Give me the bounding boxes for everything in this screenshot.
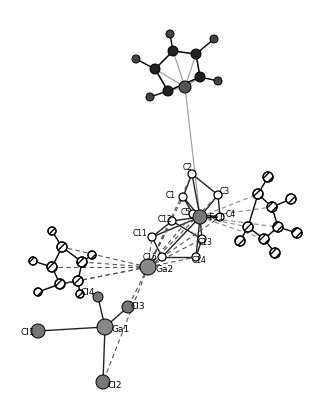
Text: C4: C4 <box>226 210 236 219</box>
Circle shape <box>146 94 154 102</box>
Circle shape <box>216 214 224 221</box>
Circle shape <box>168 47 178 57</box>
Circle shape <box>166 31 174 39</box>
Text: C14: C14 <box>192 256 207 265</box>
Circle shape <box>214 192 222 199</box>
Circle shape <box>148 233 156 242</box>
Circle shape <box>132 56 140 64</box>
Circle shape <box>77 257 87 267</box>
Circle shape <box>273 223 283 233</box>
Circle shape <box>192 254 200 261</box>
Circle shape <box>188 171 196 178</box>
Circle shape <box>259 235 269 244</box>
Circle shape <box>214 78 222 86</box>
Circle shape <box>34 288 42 296</box>
Circle shape <box>210 36 218 44</box>
Circle shape <box>292 228 302 238</box>
Circle shape <box>235 236 245 247</box>
Text: Fe1: Fe1 <box>208 213 224 222</box>
Text: Cl1: Cl1 <box>20 328 35 337</box>
Circle shape <box>253 190 263 199</box>
Text: Cl2: Cl2 <box>108 380 123 389</box>
Circle shape <box>31 324 45 338</box>
Circle shape <box>88 252 96 259</box>
Circle shape <box>286 195 296 204</box>
Text: C3: C3 <box>220 187 230 196</box>
Text: C2: C2 <box>183 163 193 172</box>
Circle shape <box>191 50 201 60</box>
Circle shape <box>57 242 67 252</box>
Circle shape <box>150 65 160 75</box>
Circle shape <box>179 82 191 94</box>
Text: C5: C5 <box>181 208 191 217</box>
Circle shape <box>168 218 176 225</box>
Text: C13: C13 <box>198 238 213 247</box>
Text: Cl4: Cl4 <box>80 288 95 297</box>
Circle shape <box>195 73 205 83</box>
Circle shape <box>96 375 110 389</box>
Circle shape <box>158 254 166 261</box>
Text: C15: C15 <box>143 253 158 262</box>
Circle shape <box>163 87 173 97</box>
Circle shape <box>270 248 280 259</box>
Circle shape <box>193 211 207 224</box>
Circle shape <box>93 292 103 302</box>
Circle shape <box>263 173 273 183</box>
Circle shape <box>179 194 187 202</box>
Circle shape <box>48 228 56 235</box>
Circle shape <box>55 279 65 289</box>
Text: C11: C11 <box>133 229 148 238</box>
Circle shape <box>97 319 113 335</box>
Circle shape <box>122 301 134 313</box>
Circle shape <box>189 211 197 218</box>
Circle shape <box>47 262 57 272</box>
Circle shape <box>73 276 83 286</box>
Text: C12: C12 <box>158 215 173 224</box>
Circle shape <box>76 290 84 298</box>
Text: Ga2: Ga2 <box>156 265 174 274</box>
Circle shape <box>140 259 156 275</box>
Circle shape <box>29 257 37 266</box>
Circle shape <box>243 223 253 233</box>
Text: Cl3: Cl3 <box>131 302 146 311</box>
Circle shape <box>198 235 206 243</box>
Text: Ga1: Ga1 <box>112 325 130 334</box>
Circle shape <box>267 202 277 212</box>
Text: C1: C1 <box>166 191 176 200</box>
